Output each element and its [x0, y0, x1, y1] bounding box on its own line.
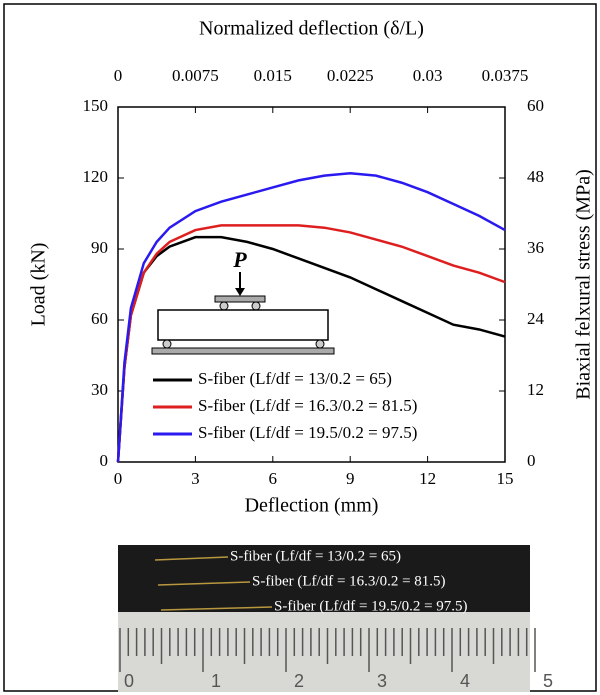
plot-frame — [117, 106, 506, 463]
y-tick-label: 120 — [83, 167, 109, 186]
x-axis-title: Deflection (mm) — [245, 495, 379, 517]
x2-tick-label: 0.015 — [254, 66, 292, 85]
annotation: P — [232, 247, 247, 272]
y-tick-label: 90 — [91, 238, 108, 257]
ruler-label: 1 — [211, 671, 221, 691]
x2-tick-label: 0 — [114, 66, 123, 85]
ruler-label: 4 — [460, 671, 470, 691]
line — [116, 172, 506, 463]
y2-tick-label: 12 — [527, 380, 544, 399]
loading-sketch — [151, 272, 335, 355]
y2-axis-title: Biaxial felxural stress (MPa) — [573, 169, 595, 400]
y-axis-title: Load (kN) — [28, 243, 50, 327]
fiber — [154, 556, 229, 561]
x-tick-label: 9 — [346, 469, 355, 488]
legend-label: S-fiber (Lf/df = 16.3/0.2 = 81.5) — [198, 396, 417, 415]
y-tick-label: 150 — [83, 96, 109, 115]
x-tick-label: 3 — [191, 469, 200, 488]
fiber-label: S-fiber (Lf/df = 13/0.2 = 65) — [230, 548, 401, 564]
y-tick-label: 60 — [91, 309, 108, 328]
fiber — [157, 581, 251, 586]
ruler-label: 5 — [543, 671, 553, 691]
photo-dark — [118, 545, 530, 612]
x-tick-label: 0 — [114, 469, 123, 488]
x2-tick-label: 0.0225 — [327, 66, 374, 85]
y-tick-label: 0 — [100, 451, 109, 470]
fiber-label: S-fiber (Lf/df = 19.5/0.2 = 97.5) — [274, 598, 468, 614]
x2-tick-label: 0.0375 — [482, 66, 529, 85]
x-tick-label: 12 — [419, 469, 436, 488]
fiber — [160, 606, 273, 611]
legend-label: S-fiber (Lf/df = 13/0.2 = 65) — [198, 369, 392, 388]
y2-tick-label: 0 — [527, 451, 536, 470]
ruler-label: 2 — [294, 671, 304, 691]
x2-tick-label: 0.0075 — [172, 66, 219, 85]
y2-tick-label: 24 — [527, 309, 545, 328]
x2-axis-title: Normalized deflection (δ/L) — [199, 18, 424, 40]
y2-tick-label: 48 — [527, 167, 544, 186]
y2-tick-label: 36 — [527, 238, 544, 257]
fiber-label: S-fiber (Lf/df = 16.3/0.2 = 81.5) — [252, 573, 446, 589]
line — [116, 224, 506, 463]
ruler-label: 0 — [124, 671, 134, 691]
x-tick-label: 15 — [497, 469, 514, 488]
y-tick-label: 30 — [91, 380, 108, 399]
x-tick-label: 6 — [269, 469, 278, 488]
y2-tick-label: 60 — [527, 96, 544, 115]
legend-label: S-fiber (Lf/df = 19.5/0.2 = 97.5) — [198, 423, 417, 442]
ruler-label: 3 — [377, 671, 387, 691]
x2-tick-label: 0.03 — [413, 66, 443, 85]
